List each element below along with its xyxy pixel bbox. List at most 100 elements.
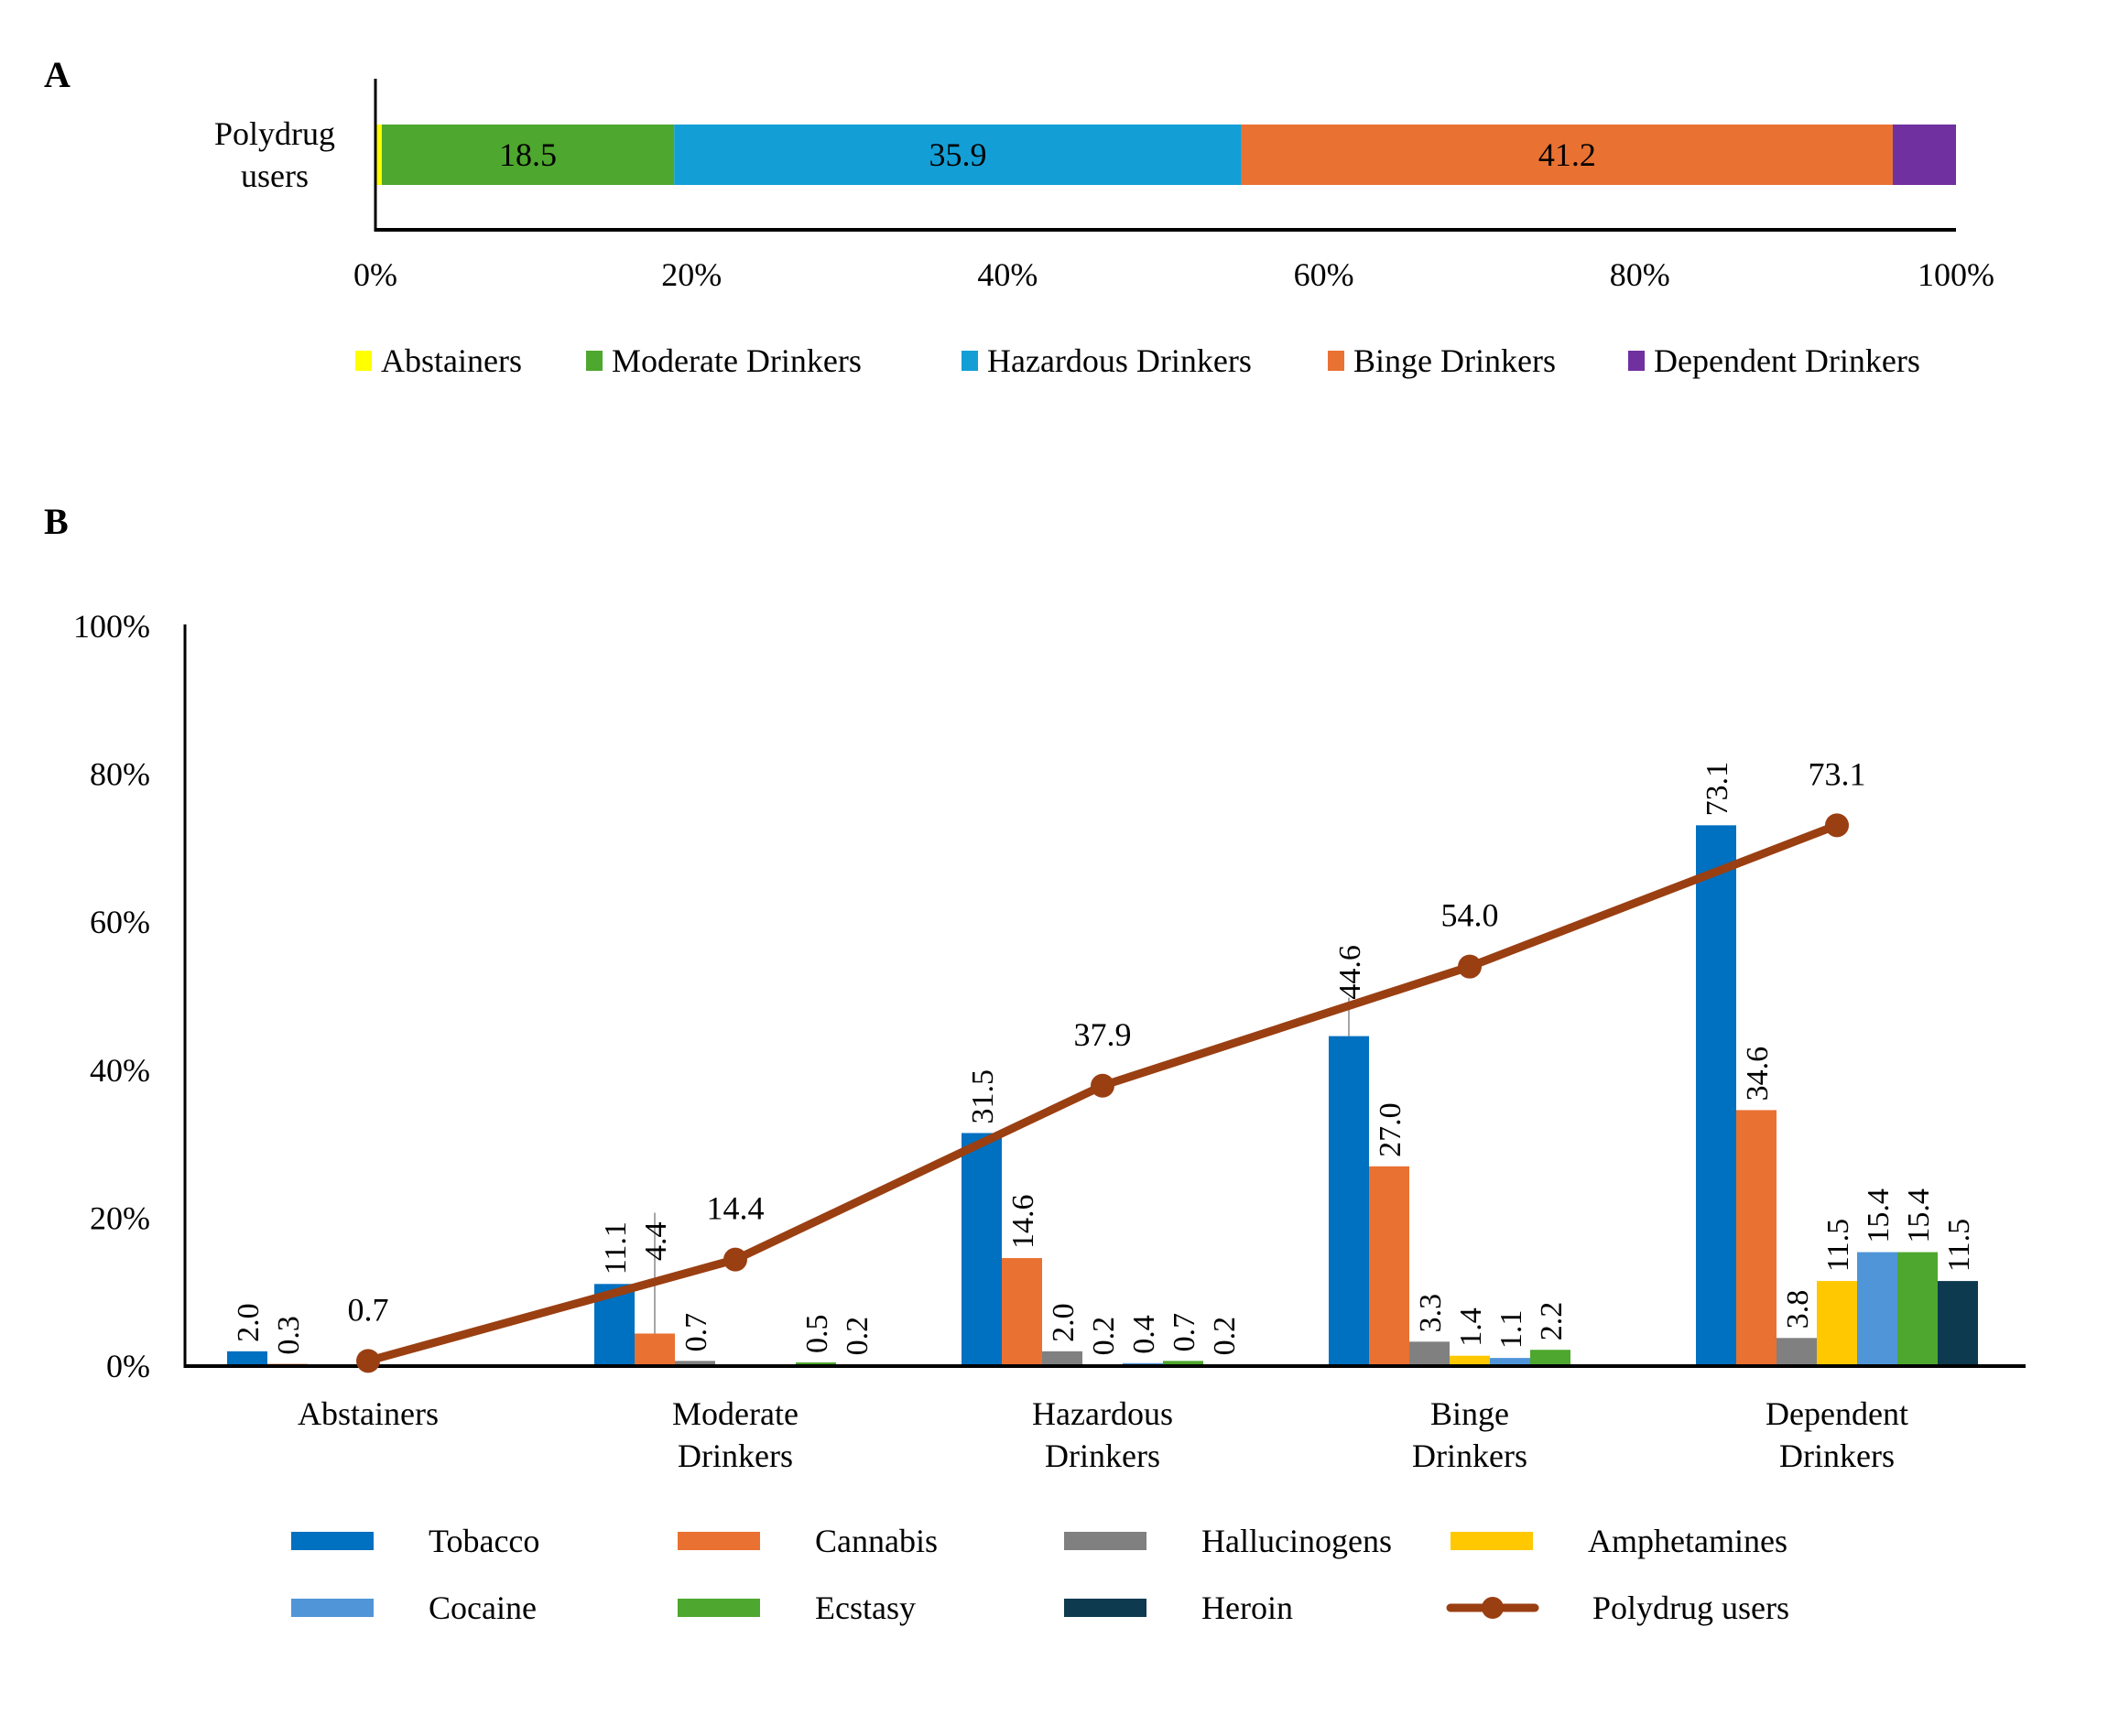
bar-value-label: 0.2 bbox=[1208, 1317, 1242, 1356]
bar-value-label: 34.6 bbox=[1741, 1047, 1775, 1101]
bar-value-label: 11.1 bbox=[599, 1221, 633, 1275]
panel-a-label: A bbox=[44, 54, 71, 95]
x-category-label: Hazardous bbox=[1032, 1395, 1173, 1432]
legend-label-moderate-drinkers: Moderate Drinkers bbox=[612, 342, 862, 379]
line-point-polydrug-users bbox=[1458, 954, 1482, 979]
bar-value-label: 3.8 bbox=[1781, 1290, 1815, 1329]
line-value-label: 73.1 bbox=[1809, 755, 1866, 792]
x-category-label: Drinkers bbox=[678, 1438, 793, 1474]
legend-swatch-hallucinogens bbox=[1064, 1532, 1146, 1550]
bar-hallucinogens-dependent-drinkers bbox=[1777, 1338, 1817, 1366]
legend-swatch-abstainers bbox=[355, 351, 372, 371]
x-tick-label: 100% bbox=[1918, 256, 1994, 293]
legend-label-hallucinogens: Hallucinogens bbox=[1201, 1523, 1392, 1559]
bar-value-label: 73.1 bbox=[1701, 762, 1734, 817]
bar-value-label: 11.5 bbox=[1821, 1219, 1855, 1272]
bar-value-label: 15.4 bbox=[1902, 1188, 1936, 1243]
bar-value-label: 11.5 bbox=[1942, 1219, 1976, 1272]
line-point-polydrug-users bbox=[356, 1349, 380, 1373]
y-tick-label: 80% bbox=[90, 756, 150, 793]
bar-cocaine-dependent-drinkers bbox=[1857, 1252, 1897, 1366]
legend-swatch-moderate-drinkers bbox=[586, 351, 603, 371]
line-point-polydrug-users bbox=[1825, 813, 1849, 838]
bar-value-label: 2.0 bbox=[1047, 1303, 1081, 1342]
bar-ecstasy-hazardous-drinkers bbox=[1163, 1361, 1203, 1366]
bar-label-binge-drinkers: 41.2 bbox=[1538, 136, 1596, 173]
line-value-label: 14.4 bbox=[707, 1190, 765, 1227]
line-value-label: 54.0 bbox=[1441, 897, 1499, 934]
x-category-label: Dependent bbox=[1766, 1395, 1908, 1432]
chart-a: 18.5 35.9 41.2 Polydrug users 0% 20% 40% 60% 80% 1… bbox=[214, 79, 1994, 379]
bar-hallucinogens-hazardous-drinkers bbox=[1042, 1351, 1082, 1366]
legend-label-heroin: Heroin bbox=[1201, 1590, 1293, 1626]
bar-segment-dependent-drinkers bbox=[1892, 125, 1956, 185]
y-tick-label: 40% bbox=[90, 1052, 150, 1089]
bar-value-label: 0.4 bbox=[1127, 1315, 1161, 1354]
bar-label-moderate-drinkers: 18.5 bbox=[499, 136, 557, 173]
bar-value-label: 0.7 bbox=[679, 1313, 713, 1352]
legend-swatch-cocaine bbox=[291, 1599, 374, 1617]
line-point-polydrug-users bbox=[723, 1247, 747, 1272]
bar-value-label: 44.6 bbox=[1333, 945, 1367, 1000]
bar-cocaine-binge-drinkers bbox=[1490, 1358, 1530, 1366]
legend-swatch-heroin bbox=[1064, 1599, 1146, 1617]
line-value-label: 0.7 bbox=[348, 1291, 389, 1328]
y-tick-label: 60% bbox=[90, 904, 150, 940]
bar-segment-abstainers bbox=[375, 125, 382, 185]
legend-label-polydrug-users: Polydrug users bbox=[1592, 1590, 1789, 1626]
bar-ecstasy-dependent-drinkers bbox=[1897, 1252, 1938, 1366]
x-tick-label: 0% bbox=[353, 256, 397, 293]
y-tick-label: 20% bbox=[90, 1199, 150, 1236]
category-label: Polydrug bbox=[214, 115, 335, 152]
legend-swatch-dependent-drinkers bbox=[1628, 351, 1645, 371]
legend-swatch-amphetamines bbox=[1451, 1532, 1533, 1550]
legend-label-cannabis: Cannabis bbox=[815, 1523, 938, 1559]
x-category-label: Drinkers bbox=[1779, 1438, 1895, 1474]
panel-b-label: B bbox=[44, 501, 69, 542]
bar-value-label: 0.3 bbox=[272, 1316, 306, 1355]
bar-value-label: 1.1 bbox=[1494, 1310, 1528, 1350]
legend-label-hazardous-drinkers: Hazardous Drinkers bbox=[987, 342, 1252, 379]
bar-value-label: 14.6 bbox=[1006, 1195, 1040, 1250]
bar-tobacco-binge-drinkers bbox=[1329, 1036, 1369, 1366]
bar-segment-binge-drinkers bbox=[1241, 125, 1893, 185]
x-tick-label: 20% bbox=[661, 256, 722, 293]
bar-heroin-dependent-drinkers bbox=[1938, 1281, 1978, 1366]
x-category-label: Abstainers bbox=[298, 1395, 439, 1432]
bar-value-label: 4.4 bbox=[639, 1222, 673, 1262]
line-point-polydrug-users bbox=[1091, 1073, 1114, 1098]
bar-ecstasy-binge-drinkers bbox=[1530, 1350, 1570, 1366]
bar-value-label: 2.0 bbox=[232, 1303, 266, 1342]
line-value-label: 37.9 bbox=[1074, 1016, 1132, 1053]
bar-value-label: 15.4 bbox=[1862, 1188, 1896, 1243]
y-tick-label: 100% bbox=[73, 608, 150, 645]
bar-ecstasy-moderate-drinkers bbox=[796, 1362, 836, 1366]
bar-value-label: 27.0 bbox=[1374, 1102, 1407, 1157]
legend-label-amphetamines: Amphetamines bbox=[1588, 1523, 1787, 1559]
x-tick-label: 60% bbox=[1294, 256, 1354, 293]
bar-segment-moderate-drinkers bbox=[381, 125, 675, 185]
bar-cannabis-moderate-drinkers bbox=[635, 1333, 675, 1366]
bar-value-label: 31.5 bbox=[966, 1069, 1000, 1124]
bar-value-label: 0.5 bbox=[800, 1314, 834, 1353]
bar-tobacco-dependent-drinkers bbox=[1696, 825, 1736, 1366]
y-tick-label: 0% bbox=[106, 1348, 150, 1384]
bar-value-label: 2.2 bbox=[1535, 1302, 1569, 1341]
bar-cannabis-hazardous-drinkers bbox=[1002, 1258, 1042, 1366]
legend-swatch-tobacco bbox=[291, 1532, 374, 1550]
bar-cannabis-dependent-drinkers bbox=[1736, 1110, 1777, 1366]
bar-tobacco-hazardous-drinkers bbox=[962, 1133, 1002, 1366]
bar-cannabis-binge-drinkers bbox=[1369, 1166, 1409, 1366]
bar-value-label: 3.3 bbox=[1414, 1294, 1448, 1333]
bar-label-hazardous-drinkers: 35.9 bbox=[929, 136, 987, 173]
legend-swatch-cannabis bbox=[678, 1532, 760, 1550]
x-tick-label: 40% bbox=[977, 256, 1038, 293]
legend-swatch-ecstasy bbox=[678, 1599, 760, 1617]
legend-label-ecstasy: Ecstasy bbox=[815, 1590, 916, 1626]
bar-value-label: 0.2 bbox=[841, 1317, 875, 1356]
legend-label-abstainers: Abstainers bbox=[381, 342, 522, 379]
legend-label-cocaine: Cocaine bbox=[429, 1590, 537, 1626]
bar-tobacco-abstainers bbox=[227, 1351, 267, 1366]
legend-swatch-hazardous-drinkers bbox=[962, 351, 978, 371]
